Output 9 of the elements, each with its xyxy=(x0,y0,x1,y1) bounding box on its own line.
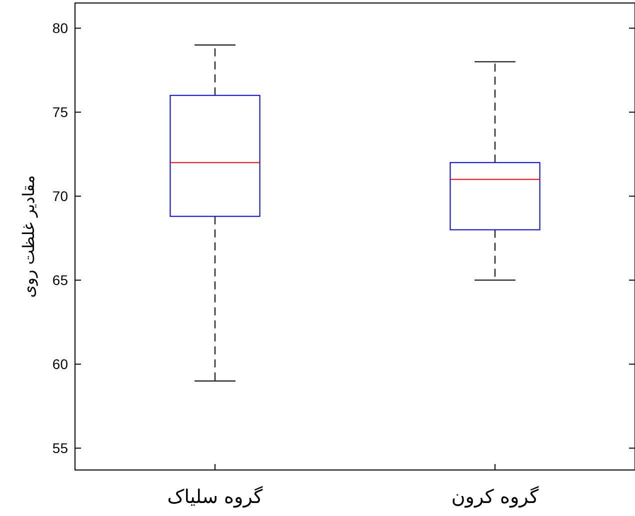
y-axis-title: مقادیر غلظت روی xyxy=(19,175,38,298)
y-tick-label: 75 xyxy=(52,104,68,120)
y-tick-label: 70 xyxy=(52,188,68,204)
x-tick-label: گروه سلیاک xyxy=(167,485,264,508)
y-tick-label: 80 xyxy=(52,20,68,36)
y-tick-label: 55 xyxy=(52,440,68,456)
x-tick-label: گروه کرون xyxy=(451,485,540,508)
y-tick-label: 65 xyxy=(52,272,68,288)
y-tick-label: 60 xyxy=(52,356,68,372)
